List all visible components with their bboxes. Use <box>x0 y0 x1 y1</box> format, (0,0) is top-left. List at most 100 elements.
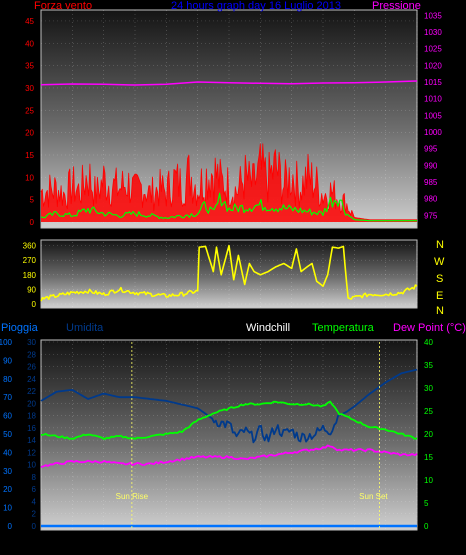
sun-set-label: Sun Set <box>359 492 388 501</box>
rain-y-tick-label: 10 <box>3 504 12 513</box>
rain-y-tick-label: 80 <box>3 375 12 384</box>
rain-y-tick-label: 50 <box>3 430 12 439</box>
humidity-y-tick-label: 20 <box>27 399 36 408</box>
pressure-series <box>40 80 418 86</box>
top-x-tick-label: 06 <box>131 231 140 240</box>
bottom-panel-background <box>40 339 418 531</box>
pressure-y-tick-label: 1020 <box>424 61 442 70</box>
temperature-y-tick-label: 25 <box>424 407 433 416</box>
dewpoint-label: Dew Point (°C) <box>393 322 466 334</box>
top-x-tick-label: 16 <box>287 231 296 240</box>
humidity-series <box>40 368 418 444</box>
humidity-y-tick-label: 10 <box>27 461 36 470</box>
humidity-y-tick-label: 22 <box>27 387 36 396</box>
temperature-y-tick-label: 30 <box>424 384 433 393</box>
top-x-tick-label: 12 <box>225 231 234 240</box>
humidity-y-tick-label: 6 <box>32 485 37 494</box>
temperature-series <box>40 400 418 441</box>
bottom-x-tick-label: 20 <box>350 539 359 548</box>
direction-y-tick-label: 180 <box>23 271 37 280</box>
wind-y-tick-label: 5 <box>30 196 35 205</box>
temperature-y-tick-label: 40 <box>424 338 433 347</box>
compass-letter-e: E <box>436 290 443 302</box>
rain-y-tick-label: 90 <box>3 356 12 365</box>
pressure-y-tick-label: 1000 <box>424 128 442 137</box>
rain-y-tick-label: 70 <box>3 393 12 402</box>
sun-rise-label: Sun Rise <box>116 492 149 501</box>
top-x-tick-label: 18 <box>319 231 328 240</box>
top-x-tick-label: 14 <box>256 231 265 240</box>
top-x-tick-label: 22 <box>381 231 390 240</box>
rain-y-tick-label: 20 <box>3 485 12 494</box>
humidity-y-tick-label: 26 <box>27 363 36 372</box>
pressure-y-tick-label: 995 <box>424 145 438 154</box>
top-x-tick-label: 08 <box>162 231 171 240</box>
humidity-y-tick-label: 16 <box>27 424 36 433</box>
compass-letter-s: S <box>436 273 443 285</box>
pressure-y-tick-label: 1030 <box>424 28 442 37</box>
bottom-x-tick-label: 22 <box>381 539 390 548</box>
bottom-x-tick-label: 02 <box>68 539 77 548</box>
humidity-y-tick-label: 0 <box>32 522 37 531</box>
pressure-y-tick-label: 1025 <box>424 45 442 54</box>
top-x-tick-label: 10 <box>193 231 202 240</box>
gust-series <box>40 192 417 222</box>
wind-force-series <box>40 143 417 221</box>
direction-y-tick-label: 0 <box>32 300 37 309</box>
compass-letter-w: W <box>434 256 445 268</box>
direction-y-tick-label: 270 <box>23 256 37 265</box>
pressure-y-tick-label: 1035 <box>424 11 442 20</box>
pressure-y-tick-label: 1005 <box>424 111 442 120</box>
humidity-y-tick-label: 2 <box>32 510 37 519</box>
humidity-label: Umidita <box>66 322 104 334</box>
series-layer <box>40 80 418 528</box>
pressure-y-tick-label: 975 <box>424 211 438 220</box>
wind-y-tick-label: 0 <box>30 218 35 227</box>
temperature-y-tick-label: 5 <box>424 499 429 508</box>
top-x-tick-label: 20 <box>350 231 359 240</box>
wind-y-tick-label: 40 <box>25 39 34 48</box>
rain-y-tick-label: 0 <box>8 522 13 531</box>
bottom-x-tick-label: 06 <box>131 539 140 548</box>
wind-y-tick-label: 15 <box>25 151 34 160</box>
humidity-y-tick-label: 4 <box>32 497 37 506</box>
windchill-label: Windchill <box>246 322 290 334</box>
bottom-x-tick-label: 14 <box>256 539 265 548</box>
bottom-x-tick-label: 16 <box>287 539 296 548</box>
top-x-tick-label: 00 <box>413 231 422 240</box>
bottom-x-tick-label: 00 <box>413 539 422 548</box>
temperature-label: Temperatura <box>312 322 375 334</box>
wind-y-tick-label: 45 <box>25 17 34 26</box>
rain-y-tick-label: 100 <box>0 338 13 347</box>
wind-y-tick-label: 20 <box>25 129 34 138</box>
wind-force-label: Forza vento <box>34 0 92 12</box>
wind-direction-series <box>40 244 418 302</box>
annotation-layer: Sun Rise Sun Set Sun Rise <box>116 342 388 548</box>
chart-title: 24 hours graph day 16 Luglio 2013 <box>171 0 341 12</box>
pressure-y-tick-label: 985 <box>424 178 438 187</box>
direction-y-tick-label: 90 <box>27 285 36 294</box>
wind-y-tick-label: 35 <box>25 62 34 71</box>
humidity-y-tick-label: 14 <box>27 436 36 445</box>
top-x-tick-label: 04 <box>99 231 108 240</box>
pressure-y-tick-label: 980 <box>424 195 438 204</box>
temperature-y-tick-label: 0 <box>424 522 429 531</box>
direction-y-tick-label: 360 <box>23 242 37 251</box>
pressure-y-tick-label: 1010 <box>424 95 442 104</box>
wind-y-tick-label: 25 <box>25 106 34 115</box>
humidity-y-tick-label: 18 <box>27 412 36 421</box>
wind-y-tick-label: 10 <box>25 173 34 182</box>
compass-letter-n-top: N <box>436 239 444 251</box>
ticks-layer: 0202040406060808101012121414161618182020… <box>0 11 442 548</box>
sun-rise-x-label: Sun Rise <box>118 541 147 548</box>
compass-letter-n-bottom: N <box>436 305 444 317</box>
rain-y-tick-label: 40 <box>3 448 12 457</box>
wind-force-series-area <box>41 143 417 222</box>
bottom-x-tick-label: 04 <box>99 539 108 548</box>
pressure-y-tick-label: 1015 <box>424 78 442 87</box>
top-x-tick-label: 02 <box>68 231 77 240</box>
rain-label: Pioggia <box>1 322 39 334</box>
bottom-x-tick-label: 08 <box>162 539 171 548</box>
